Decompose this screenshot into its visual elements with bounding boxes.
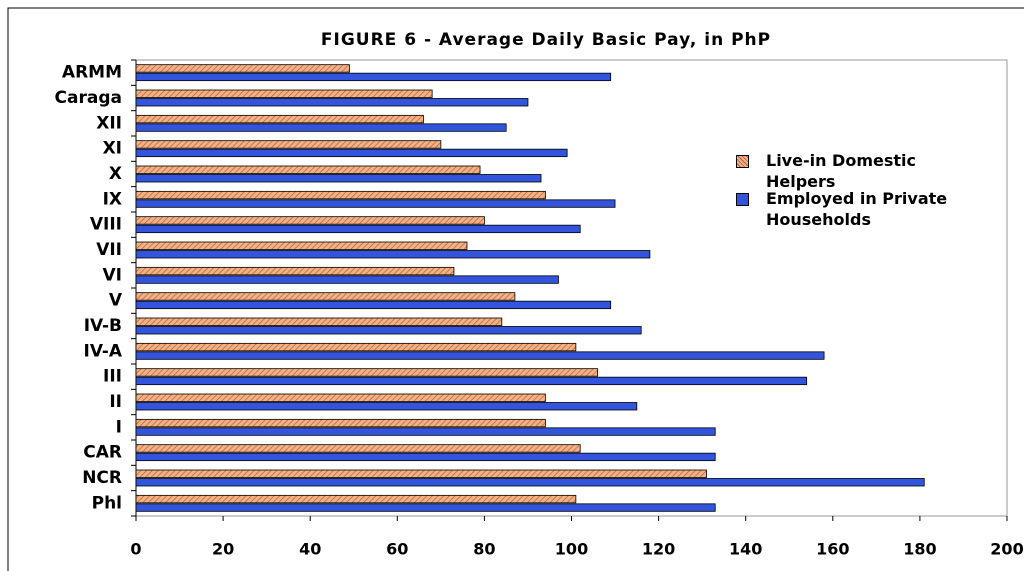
x-tick-label: 160 [816,540,849,559]
bar [135,165,481,174]
bar [135,241,468,250]
y-tick-label: IV-A [84,341,123,361]
bar [135,250,651,259]
bar [135,72,612,82]
y-tick-label: ARMM [62,63,122,83]
bar [135,427,716,436]
x-tick-label: 100 [555,540,588,559]
x-tick-label: 40 [299,540,321,559]
y-tick-label: NCR [82,468,122,488]
y-tick-label: VIII [90,215,122,235]
bar [135,494,577,504]
legend-label: Employed in Private Households [766,189,948,229]
bar [135,452,716,462]
y-tick-label: XI [103,139,122,159]
y-tick-label: Caraga [55,88,122,108]
bar [135,190,546,200]
bar [135,275,559,284]
bar [135,148,568,158]
chart-title: FIGURE 6 - Average Daily Basic Pay, in P… [321,30,771,50]
y-tick-label: II [109,392,122,412]
bar [135,216,485,225]
bar [135,393,546,402]
bar [135,292,516,301]
bar [135,64,350,73]
y-tick-label: X [109,164,122,184]
y-tick-label: VII [96,240,122,260]
bar [135,503,716,512]
bar [135,351,825,360]
bar [135,368,599,377]
y-tick-label: Phl [92,493,122,513]
x-tick-label: 60 [386,540,408,559]
bar [135,478,925,487]
bar [135,174,542,183]
legend-swatch [736,155,749,168]
bar [135,317,503,326]
bar [135,114,424,124]
x-tick-label: 180 [903,540,936,559]
x-tick-label: 120 [642,540,675,559]
y-tick-label: V [109,291,123,311]
legend-swatch [736,193,749,206]
x-tick-label: 80 [473,540,495,559]
bar [135,469,707,478]
bar [135,342,577,352]
legend-label: Live-in Domestic Helpers [766,151,916,191]
bar [135,199,616,208]
bar [135,89,433,98]
bar [135,98,529,107]
y-tick-label: CAR [83,443,122,463]
y-tick-label: VI [103,265,122,285]
bar [135,326,642,335]
y-tick-label: III [103,367,122,387]
y-tick-label: IX [103,189,122,209]
bar [135,266,455,276]
bar [135,376,808,386]
bar [135,224,581,234]
bar [135,444,581,453]
x-tick-label: 140 [729,540,762,559]
y-tick-label: I [116,417,122,437]
x-tick-label: 20 [212,540,234,559]
bar [135,300,612,310]
bar [135,418,546,428]
y-tick-label: IV-B [84,316,122,336]
bar [135,123,507,132]
bar [135,402,638,411]
bar [135,140,442,149]
x-tick-label: 200 [990,540,1023,559]
x-tick-label: 0 [130,540,141,559]
y-tick-label: XII [96,113,122,133]
chart-frame [7,7,1024,571]
